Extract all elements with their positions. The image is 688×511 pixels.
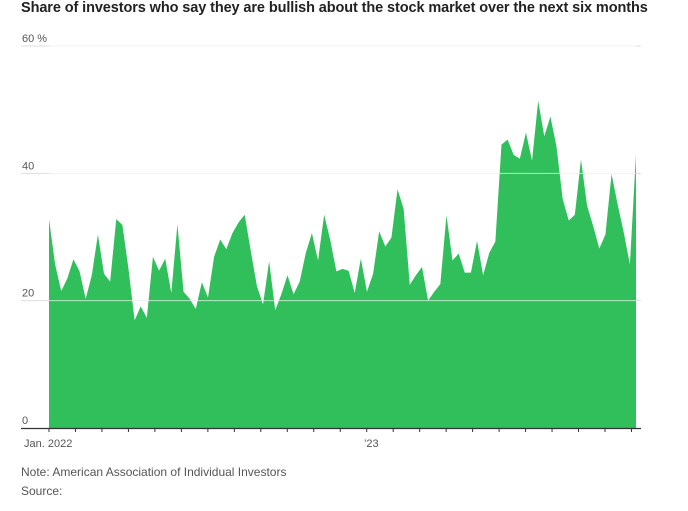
y-tick-label: 60 % [22, 33, 47, 45]
x-tick-label: Jan. 2022 [24, 438, 72, 450]
bullish-area [49, 100, 636, 428]
x-axis-labels: Jan. 2022 ’23 [24, 438, 379, 450]
chart-source: Source: [21, 484, 63, 498]
y-tick-label: 0 [22, 415, 28, 427]
x-tick-label: ’23 [364, 438, 379, 450]
gridlines-over-area [49, 45, 636, 302]
x-axis-ticks [48, 428, 632, 432]
y-axis-labels: 0 20 40 60 % [22, 33, 47, 427]
y-tick-label: 40 [22, 160, 34, 172]
chart-note: Note: American Association of Individual… [21, 465, 287, 479]
chart-title: Share of investors who say they are bull… [21, 0, 648, 16]
y-tick-label: 20 [22, 288, 34, 300]
